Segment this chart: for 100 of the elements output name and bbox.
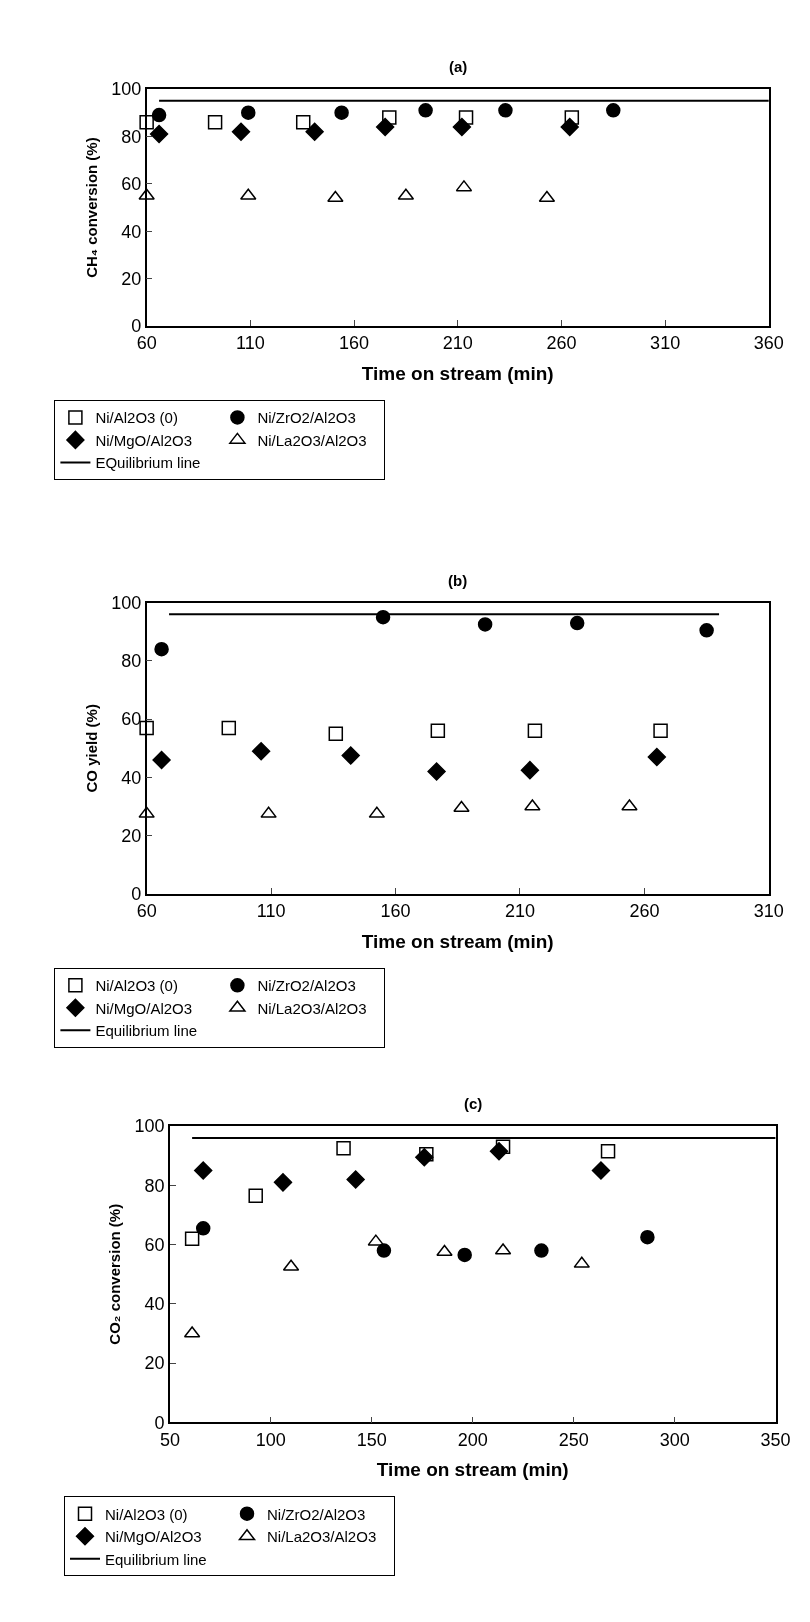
point	[221, 720, 237, 736]
y-axis-title: CH₄ conversion (%)	[83, 137, 100, 278]
legend-label: EQuilibrium line	[95, 454, 201, 472]
legend-label: Ni/La2O3/Al2O3	[257, 999, 367, 1017]
y-tick-label: 60	[121, 709, 142, 730]
y-tick-label: 0	[131, 884, 142, 905]
y-tick-label: 100	[134, 1116, 165, 1137]
x-tick-label: 310	[753, 901, 784, 922]
point	[564, 110, 580, 125]
y-tick-label: 80	[121, 126, 142, 147]
point	[458, 110, 474, 125]
point	[184, 1231, 200, 1246]
x-axis-title: Time on stream (min)	[361, 362, 554, 384]
point	[207, 114, 223, 130]
x-tick-label: 250	[558, 1429, 589, 1450]
legend-label: Ni/Al2O3 (0)	[95, 977, 178, 995]
y-tick-label: 80	[121, 651, 142, 672]
point	[427, 762, 446, 781]
y-tick-label: 20	[144, 1353, 165, 1374]
x-axis-title: Time on stream (min)	[361, 930, 554, 952]
point	[489, 1142, 509, 1161]
x-tick-label: 110	[236, 333, 265, 354]
point	[436, 1244, 453, 1256]
x-tick-label: 260	[546, 333, 577, 354]
legend-label: Ni/ZrO2/Al2O3	[257, 977, 356, 995]
legend-label: Ni/MgO/Al2O3	[95, 431, 193, 449]
point	[457, 1247, 472, 1263]
point	[621, 799, 638, 811]
point	[241, 105, 256, 120]
x-tick-label: 350	[760, 1429, 791, 1450]
point	[240, 188, 257, 200]
legend-label: Ni/La2O3/Al2O3	[257, 431, 367, 449]
x-tick-label: 300	[659, 1429, 690, 1450]
point	[248, 1188, 263, 1203]
y-tick-label: 40	[121, 221, 142, 242]
point	[138, 806, 155, 818]
point	[591, 1161, 611, 1180]
point	[560, 117, 579, 137]
point	[260, 806, 277, 818]
y-axis-title: CO yield (%)	[83, 704, 100, 793]
point	[653, 723, 668, 739]
y-tick-label: 100	[111, 592, 142, 613]
point	[699, 623, 714, 638]
x-tick-label: 310	[650, 333, 681, 354]
y-tick-label: 100	[111, 79, 142, 100]
point	[295, 114, 311, 130]
legend-label: Ni/ZrO2/Al2O3	[257, 409, 356, 427]
x-tick-label: 150	[356, 1429, 387, 1450]
point	[336, 1141, 351, 1156]
x-tick-label: 260	[629, 901, 660, 922]
legend-label: Ni/ZrO2/Al2O3	[267, 1505, 366, 1523]
y-tick-label: 60	[144, 1234, 165, 1255]
chart-title: (b)	[448, 572, 468, 589]
legend-label: Equilibrium line	[105, 1550, 207, 1568]
y-tick-label: 40	[121, 767, 142, 788]
x-tick-label: 210	[442, 333, 473, 354]
point	[524, 799, 541, 811]
x-tick-label: 100	[255, 1429, 286, 1450]
point	[498, 103, 513, 118]
legend-label: Ni/MgO/Al2O3	[105, 1528, 202, 1546]
point	[376, 1243, 392, 1258]
point	[328, 726, 344, 741]
point	[195, 1221, 211, 1236]
point	[346, 1170, 365, 1189]
legend-label: Ni/Al2O3 (0)	[95, 409, 178, 427]
y-tick-label: 40	[144, 1294, 165, 1315]
point	[375, 117, 395, 137]
y-tick-label: 20	[121, 268, 142, 289]
y-tick-label: 20	[121, 825, 142, 846]
point	[600, 1144, 616, 1159]
y-tick-label: 60	[121, 174, 142, 195]
point	[495, 1139, 511, 1155]
legend-label: Ni/MgO/Al2O3	[95, 999, 193, 1017]
legend-label: Ni/La2O3/Al2O3	[267, 1528, 377, 1546]
point	[154, 641, 169, 657]
x-tick-label: 160	[380, 901, 411, 922]
point	[569, 615, 585, 631]
point	[640, 1229, 655, 1245]
point	[341, 746, 360, 765]
point	[194, 1161, 213, 1180]
x-tick-label: 360	[753, 333, 784, 354]
point	[305, 122, 324, 141]
point	[138, 188, 155, 200]
x-tick-label: 110	[256, 901, 286, 922]
point	[327, 190, 344, 203]
point	[415, 1147, 434, 1167]
chart-title: (a)	[449, 58, 468, 75]
point	[430, 723, 446, 739]
point	[139, 114, 154, 130]
point	[606, 103, 621, 118]
legend-label: Equilibrium line	[95, 1022, 198, 1040]
y-tick-label: 0	[131, 316, 142, 337]
point	[647, 747, 667, 767]
legend-label: Ni/Al2O3 (0)	[105, 1505, 188, 1523]
point	[334, 105, 349, 120]
point	[231, 122, 251, 141]
x-tick-label: 200	[457, 1429, 488, 1450]
point	[139, 720, 154, 736]
point	[452, 117, 472, 137]
point	[453, 800, 470, 813]
